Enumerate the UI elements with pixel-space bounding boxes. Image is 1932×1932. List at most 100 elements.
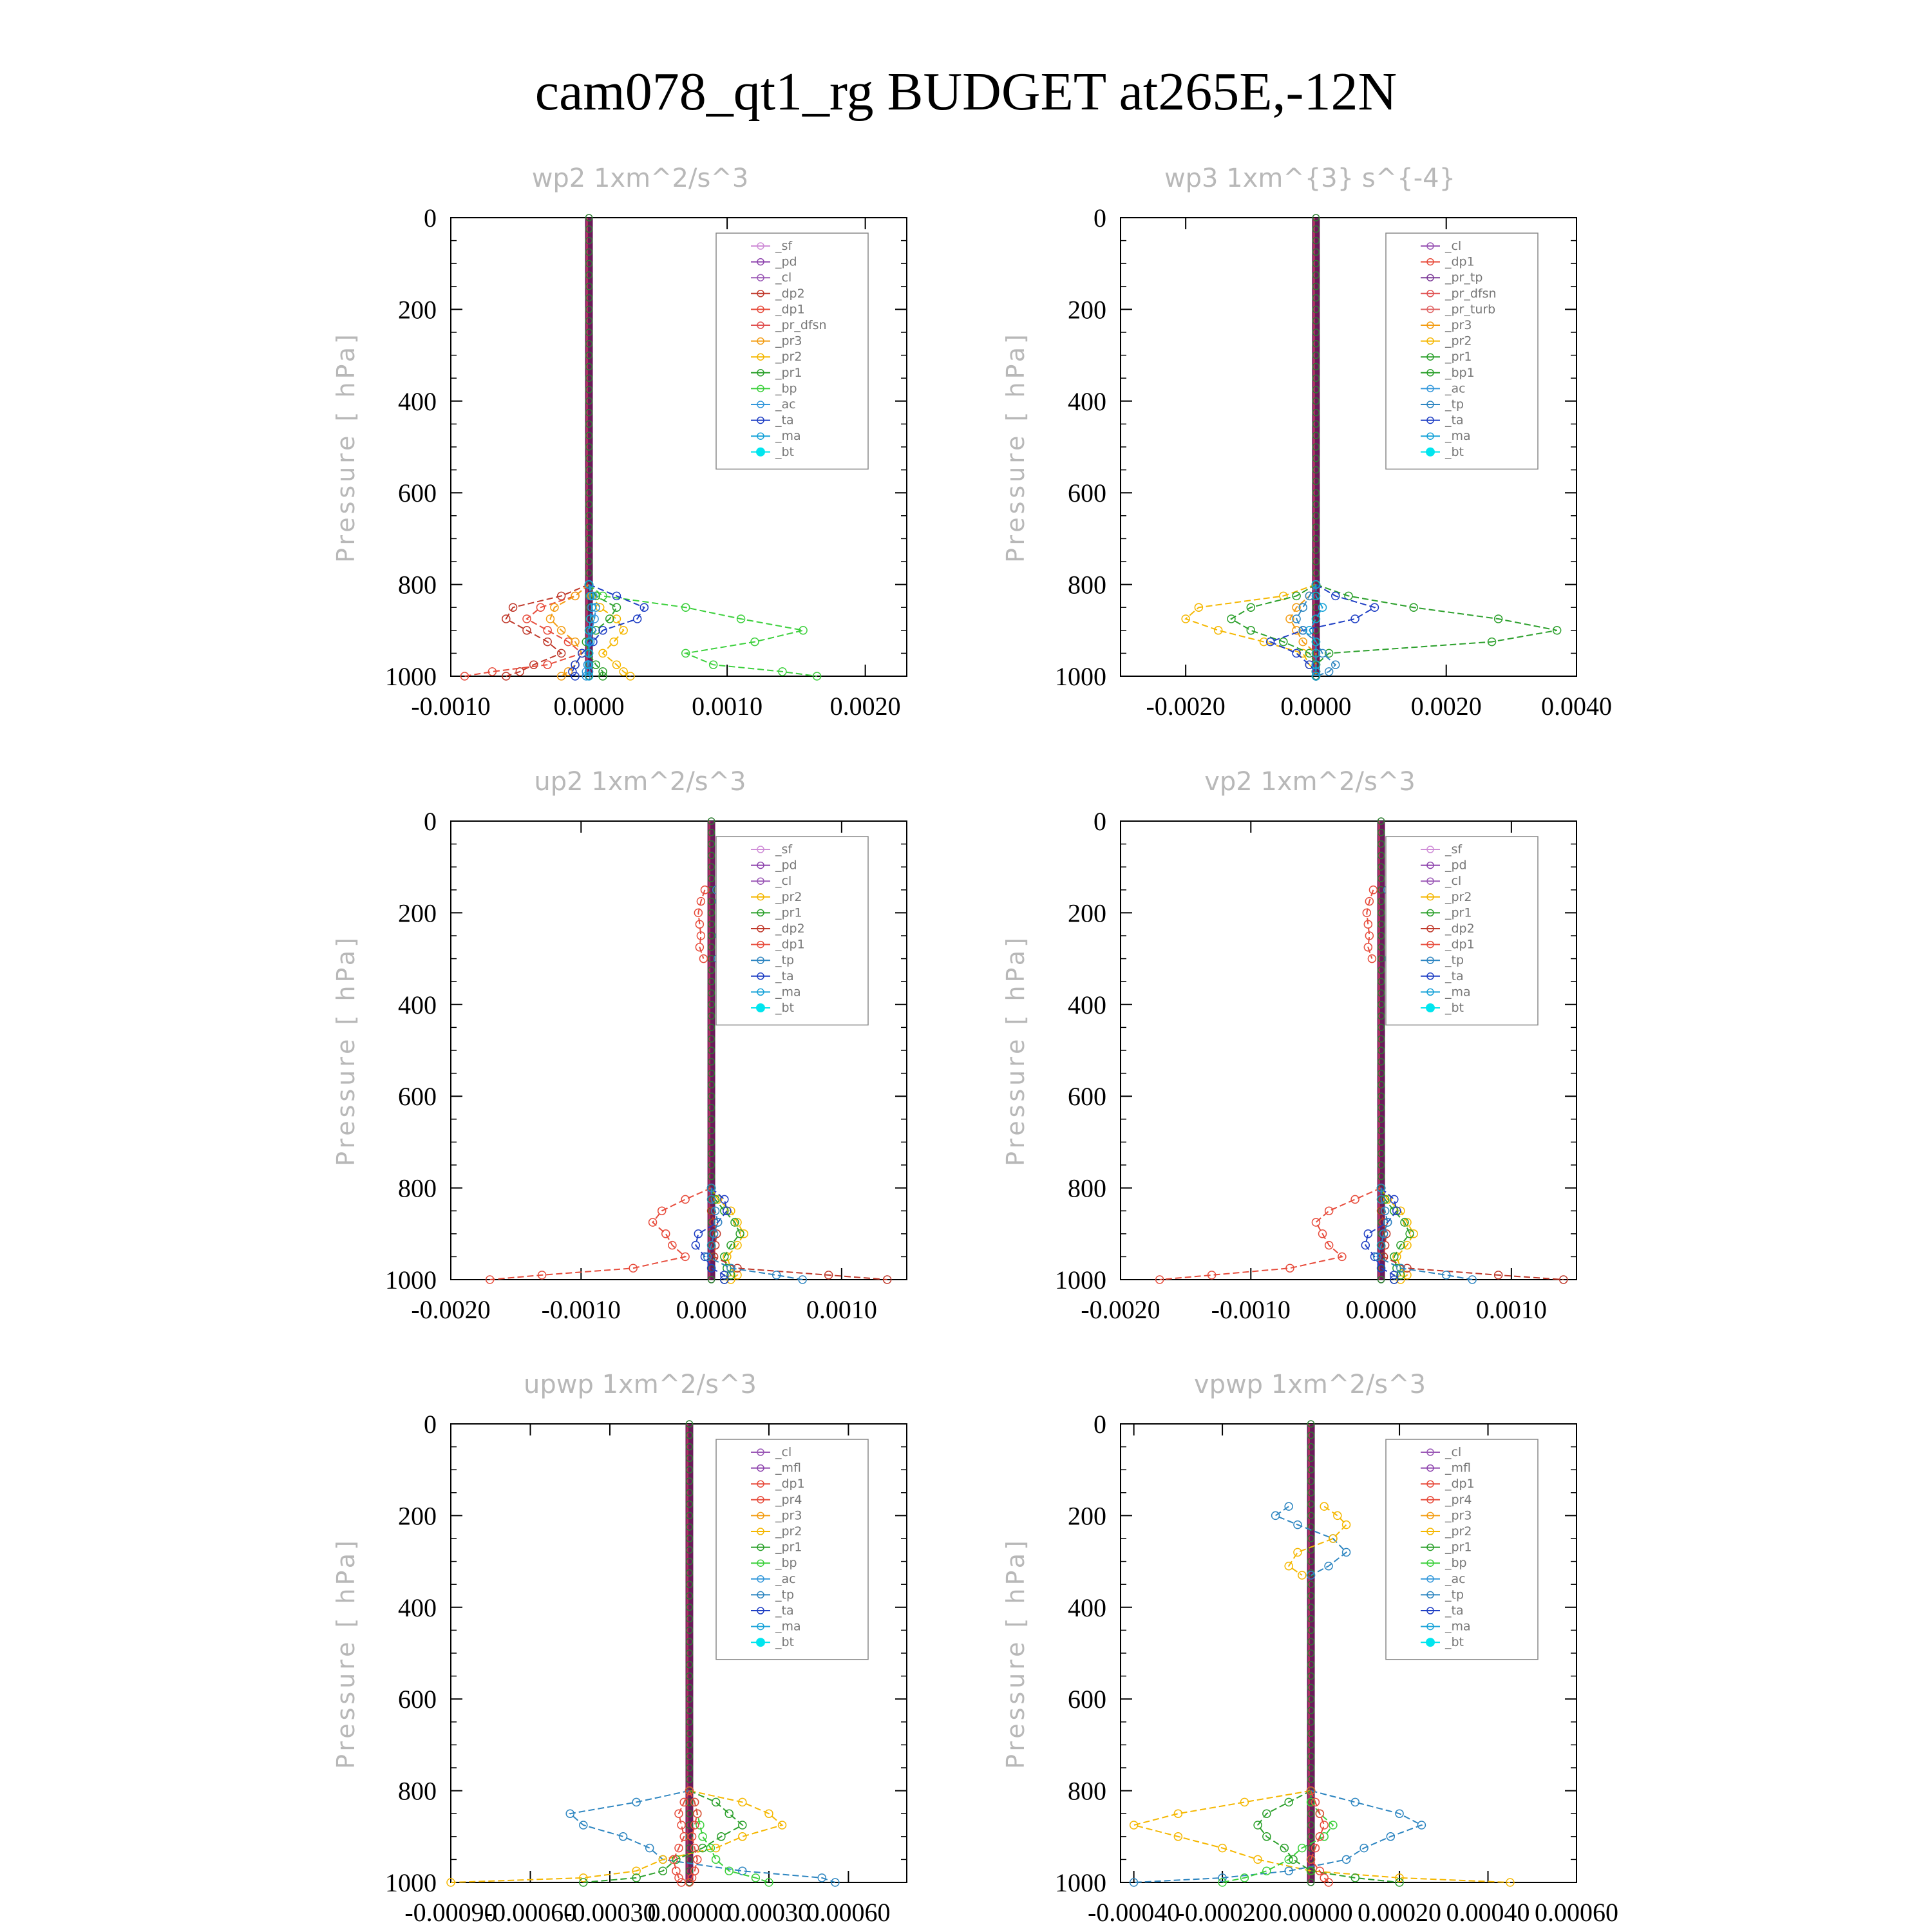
legend-label: _ma [1444,985,1471,999]
data-point [1344,591,1353,601]
data-point [1318,603,1327,612]
data-point [591,626,601,635]
zero-profile-marker [685,1638,694,1645]
legend-marker [756,447,765,457]
zero-profile-marker [707,829,715,837]
data-point [571,637,580,647]
data-point [522,626,531,635]
legend-marker [757,1496,764,1504]
zero-profile-marker [1377,875,1385,882]
data-point [1311,580,1321,589]
legend-label: _pd [775,858,797,873]
x-tick-label: 0.00000 [647,1898,731,1927]
data-point [1173,1832,1183,1841]
legend-marker [757,877,764,885]
zero-profile-marker [1307,1729,1315,1738]
zero-profile-marker [585,225,593,233]
y-tick-label: 800 [1068,1777,1106,1806]
zero-profile-marker [1307,1500,1315,1508]
data-point [669,1855,678,1864]
data-point [1370,603,1379,612]
series-line-bp [588,583,817,677]
panel-1: wp2 1xm^2/s^3 Pressure [ hPa] 0 200 400 600 80… [332,164,907,721]
data-point [584,660,594,669]
zero-profile-marker [585,317,593,325]
panel-title: vp2 1xm^2/s^3 [1204,767,1416,797]
zero-profile-marker [707,1161,715,1169]
series-line-tp [568,1790,836,1883]
data-point [571,672,580,681]
y-tick-label: 1000 [385,1265,437,1294]
x-tick-label: 0.0010 [1476,1295,1547,1324]
zero-profile-marker [1307,1741,1315,1749]
data-point [733,1240,742,1250]
data-point [543,637,552,647]
data-point [1311,1797,1320,1807]
zero-profile-marker [685,1707,694,1714]
data-point [799,626,808,635]
x-tick-label: 0.0020 [830,692,901,721]
data-point [543,626,552,635]
zero-profile-marker [1307,1626,1315,1634]
series-line-pr4 [688,1790,698,1883]
y-tick-label: 600 [1068,478,1106,507]
y-tick-label: 800 [1068,571,1106,600]
zero-profile-marker [685,1546,694,1554]
data-point [1306,1571,1316,1580]
zero-profile-marker [707,875,715,882]
legend-marker [757,1543,764,1551]
data-point [584,667,594,676]
data-point [556,649,566,658]
legend-marker [757,1591,764,1599]
zero-profile-marker [1312,489,1320,497]
data-point [584,672,594,681]
x-tick-label: 0.0000 [676,1295,747,1324]
legend-marker [1426,274,1434,281]
legend-marker [1426,1464,1434,1472]
data-point [1311,591,1321,601]
data-point [582,672,591,681]
series-line-dp2 [710,1188,887,1280]
data-point [1298,1843,1307,1853]
data-point [1155,1275,1164,1284]
zero-profile-marker [707,1023,715,1032]
data-point [693,1809,702,1818]
zero-profile-marker [707,1069,715,1077]
legend-marker [756,1638,765,1647]
legend-label: _dp1 [1444,1477,1475,1491]
data-point [690,1797,699,1807]
legend-label: _dp1 [1444,255,1475,269]
zero-profile-marker [1377,817,1385,825]
data-point [681,649,690,658]
legend-marker [1426,1448,1434,1456]
x-tick-label: 0.0010 [806,1295,877,1324]
data-point [882,1275,892,1284]
data-point [1361,1240,1370,1250]
data-point [1253,1821,1262,1830]
y-tick-label: 200 [1068,295,1106,324]
data-point [584,580,594,589]
zero-profile-marker [1307,1707,1315,1714]
data-point [730,1218,739,1227]
zero-profile-marker [1377,1138,1385,1146]
data-point [1487,637,1497,647]
data-point [632,1873,641,1882]
legend-marker [1426,1496,1434,1504]
data-point [1468,1275,1477,1284]
data-point [691,1240,701,1250]
x-tick-label: 0.0020 [1411,692,1482,721]
legend-label: _pr4 [1444,1493,1472,1507]
data-point [648,1218,658,1227]
x-tick-label: -0.0020 [411,1295,490,1324]
data-point [764,1878,773,1887]
data-point [713,1218,723,1227]
data-point [726,1264,735,1273]
data-point [710,1206,720,1215]
zero-profile-marker [585,236,593,245]
series-line-ma [588,584,592,676]
data-point [1271,1511,1280,1520]
zero-profile-marker [585,260,593,267]
legend-marker [1426,321,1434,329]
data-point [618,1832,628,1841]
zero-profile-marker [1307,1695,1315,1703]
